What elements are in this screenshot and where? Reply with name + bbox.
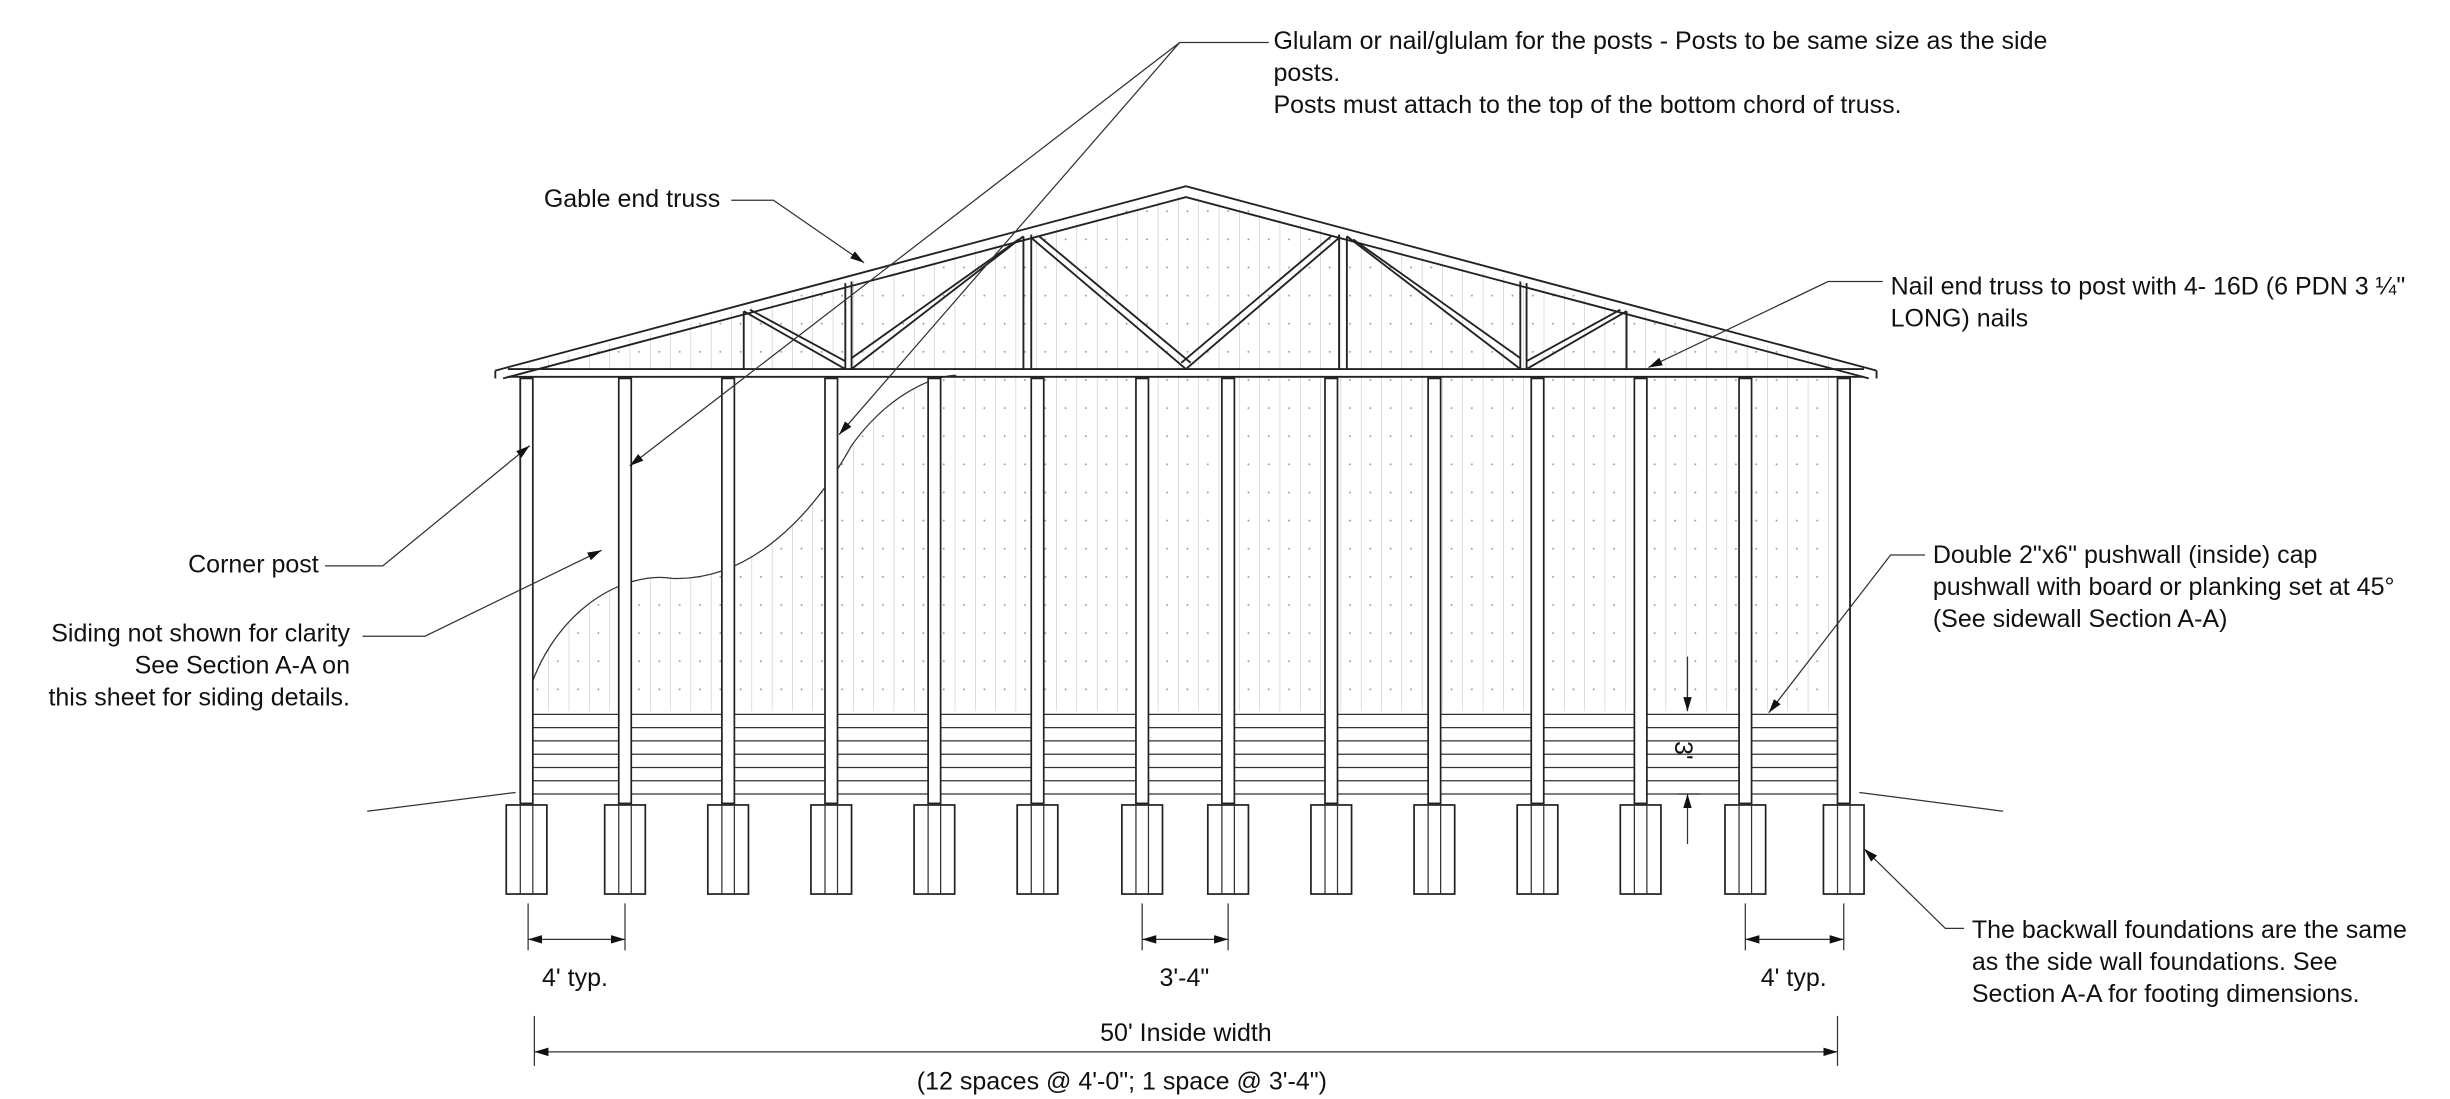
annotation: posts. xyxy=(1273,59,1340,87)
annotation: pushwall with board or planking set at 4… xyxy=(1933,573,2395,601)
post xyxy=(1634,378,1647,803)
footing xyxy=(1823,805,1864,894)
post xyxy=(1739,378,1752,803)
annotation: The backwall foundations are the same xyxy=(1972,916,2407,944)
footing xyxy=(811,805,852,894)
dimension-label: 50' Inside width xyxy=(1100,1019,1272,1047)
post xyxy=(1136,378,1149,803)
footing xyxy=(1311,805,1352,894)
annotation: Section A-A for footing dimensions. xyxy=(1972,980,2360,1008)
annotation: Siding not shown for clarity xyxy=(51,619,350,647)
footing xyxy=(914,805,955,894)
footing xyxy=(1517,805,1558,894)
annotation: (See sidewall Section A-A) xyxy=(1933,605,2228,633)
footing xyxy=(1208,805,1249,894)
dimension-label: 3' xyxy=(1669,741,1697,760)
post xyxy=(1222,378,1235,803)
footing xyxy=(1122,805,1163,894)
annotation: as the side wall foundations. See xyxy=(1972,948,2338,976)
post xyxy=(1838,378,1851,803)
annotation: Nail end truss to post with 4- 16D (6 PD… xyxy=(1891,272,2406,300)
post xyxy=(928,378,941,803)
annotation: See Section A-A on xyxy=(135,651,350,679)
annotation: LONG) nails xyxy=(1891,304,2029,332)
footing xyxy=(1414,805,1455,894)
footing xyxy=(1725,805,1766,894)
dimension-label: 4' typ. xyxy=(1761,964,1827,992)
dimension-label: 4' typ. xyxy=(542,964,608,992)
annotation: Corner post xyxy=(188,551,319,579)
post xyxy=(520,378,533,803)
post xyxy=(825,378,838,803)
annotation: Double 2"x6" pushwall (inside) cap xyxy=(1933,541,2318,569)
footing xyxy=(1017,805,1058,894)
annotation: Gable end truss xyxy=(544,185,721,213)
dimension-label: 3'-4" xyxy=(1159,964,1209,992)
post xyxy=(722,378,735,803)
post xyxy=(1031,378,1044,803)
post xyxy=(1531,378,1544,803)
post xyxy=(619,378,632,803)
annotation: Glulam or nail/glulam for the posts - Po… xyxy=(1273,27,2047,55)
post xyxy=(1325,378,1338,803)
footing xyxy=(708,805,749,894)
footing xyxy=(1620,805,1661,894)
post xyxy=(1428,378,1441,803)
footing xyxy=(506,805,547,894)
elevation-drawing: 4' typ. 3'-4" 4' typ. 3' 50' Inside widt… xyxy=(0,0,2450,1099)
dimension-note: (12 spaces @ 4'-0"; 1 space @ 3'-4") xyxy=(917,1067,1327,1095)
footing xyxy=(605,805,646,894)
annotation: this sheet for siding details. xyxy=(48,683,350,711)
annotation: Posts must attach to the top of the bott… xyxy=(1273,91,1901,119)
